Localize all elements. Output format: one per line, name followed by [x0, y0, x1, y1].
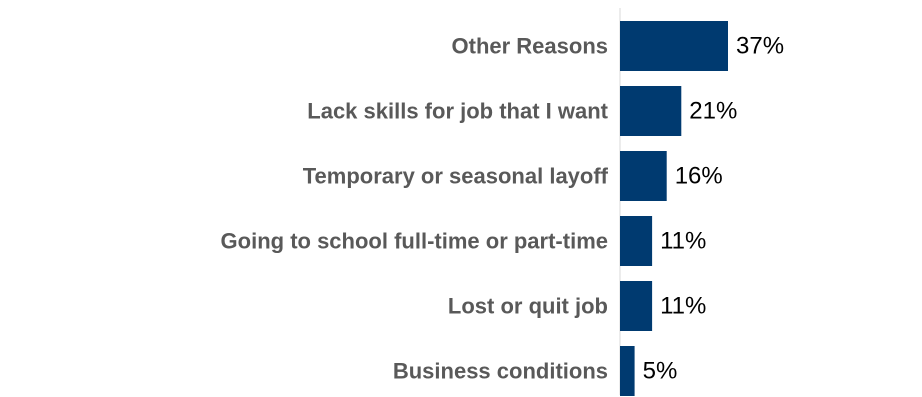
- bar: [620, 346, 635, 396]
- category-label: Lost or quit job: [448, 294, 608, 319]
- category-label: Temporary or seasonal layoff: [303, 164, 609, 189]
- category-label: Going to school full-time or part-time: [221, 229, 608, 254]
- bar: [620, 216, 653, 266]
- category-label: Other Reasons: [452, 34, 609, 59]
- category-label: Lack skills for job that I want: [307, 99, 608, 124]
- bars-group: Other Reasons 37% Lack skills for job that…: [221, 21, 784, 396]
- bar: [620, 21, 728, 71]
- value-label: 37%: [736, 33, 784, 60]
- bar: [620, 151, 667, 201]
- value-label: 11%: [660, 228, 706, 255]
- value-label: 16%: [675, 163, 723, 190]
- value-label: 5%: [643, 358, 678, 385]
- category-label: Business conditions: [393, 359, 608, 384]
- value-label: 21%: [689, 98, 737, 125]
- bar: [620, 281, 653, 331]
- bar: [620, 86, 682, 136]
- value-label: 11%: [660, 293, 706, 320]
